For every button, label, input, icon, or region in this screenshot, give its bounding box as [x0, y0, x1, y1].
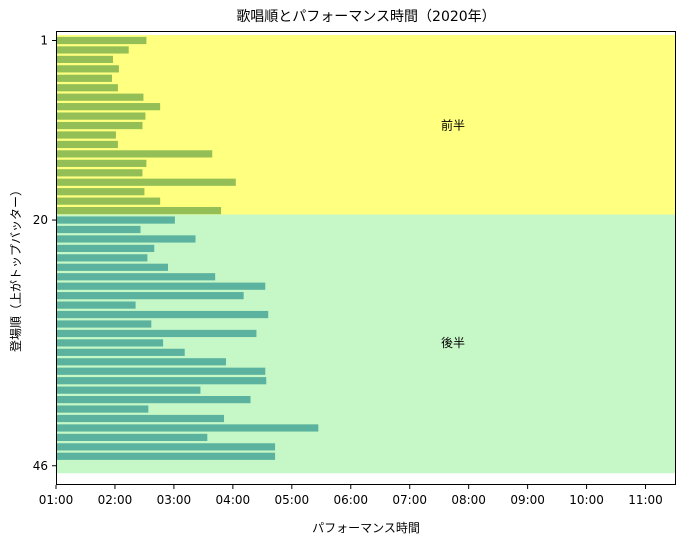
y-tick-label-0: 1 [40, 34, 48, 48]
bar-7 [56, 93, 144, 101]
x-tick-label-2: 03:00 [157, 493, 192, 507]
x-tick-label-9: 10:00 [569, 493, 604, 507]
bar-9 [56, 112, 146, 120]
bar-29 [56, 301, 136, 309]
bar-17 [56, 188, 145, 196]
plot-frame [56, 31, 676, 485]
bar-19 [56, 207, 222, 215]
bar-11 [56, 131, 116, 139]
bar-8 [56, 103, 161, 111]
bar-38 [56, 386, 201, 394]
bar-12 [56, 140, 118, 149]
bar-45 [56, 452, 276, 460]
x-tick-label-4: 05:00 [275, 493, 310, 507]
bar-series [56, 36, 319, 460]
bar-27 [56, 282, 266, 290]
bar-44 [56, 443, 276, 451]
bar-30 [56, 310, 269, 319]
bar-32 [56, 329, 257, 338]
bar-1 [56, 36, 147, 45]
bar-31 [56, 320, 152, 328]
bar-5 [56, 74, 113, 82]
x-tick-label-3: 04:00 [216, 493, 251, 507]
bar-3 [56, 55, 113, 63]
x-tick-label-10: 11:00 [628, 493, 663, 507]
bar-43 [56, 433, 208, 441]
section-label-2: 後半 [441, 336, 465, 350]
bar-13 [56, 150, 213, 158]
x-tick-label-5: 06:00 [333, 493, 368, 507]
bar-28 [56, 292, 244, 300]
bar-23 [56, 244, 155, 252]
x-axis: 01:00 02:00 03:00 04:00 05:00 06:00 07:00 08:00… [39, 485, 663, 507]
bar-35 [56, 358, 226, 366]
chart-title: 歌唱順とパフォーマンス時間（2020年） [236, 9, 495, 25]
bar-40 [56, 405, 149, 413]
bar-14 [56, 159, 147, 167]
bar-26 [56, 273, 216, 281]
bar-6 [56, 84, 118, 92]
y-tick-label-1: 20 [33, 213, 48, 227]
bar-10 [56, 121, 143, 130]
y-axis-label: 登場順（上がトップバッター） [8, 184, 23, 352]
bar-16 [56, 178, 236, 186]
bar-2 [56, 46, 129, 54]
bar-39 [56, 396, 251, 404]
bar-42 [56, 424, 319, 432]
section-label-1: 前半 [441, 118, 465, 133]
x-tick-label-8: 09:00 [510, 493, 545, 507]
bar-36 [56, 367, 266, 375]
bar-4 [56, 65, 119, 73]
bar-33 [56, 339, 164, 347]
bar-25 [56, 263, 169, 271]
y-tick-label-2: 46 [33, 459, 48, 473]
bar-15 [56, 169, 143, 177]
section-bands [56, 35, 675, 474]
bar-34 [56, 348, 185, 356]
section-band-1 [56, 35, 675, 219]
bar-22 [56, 235, 196, 243]
x-tick-label-6: 07:00 [392, 493, 427, 507]
x-axis-label: パフォーマンス時間 [312, 521, 420, 535]
x-tick-label-1: 02:00 [98, 493, 133, 507]
bar-21 [56, 225, 141, 234]
bar-41 [56, 414, 225, 423]
y-axis: 1 20 46 [33, 34, 56, 473]
bar-18 [56, 197, 161, 205]
bar-24 [56, 254, 148, 262]
x-tick-label-7: 08:00 [451, 493, 486, 507]
x-tick-label-0: 01:00 [39, 493, 74, 507]
bar-37 [56, 377, 267, 385]
bar-20 [56, 216, 175, 224]
